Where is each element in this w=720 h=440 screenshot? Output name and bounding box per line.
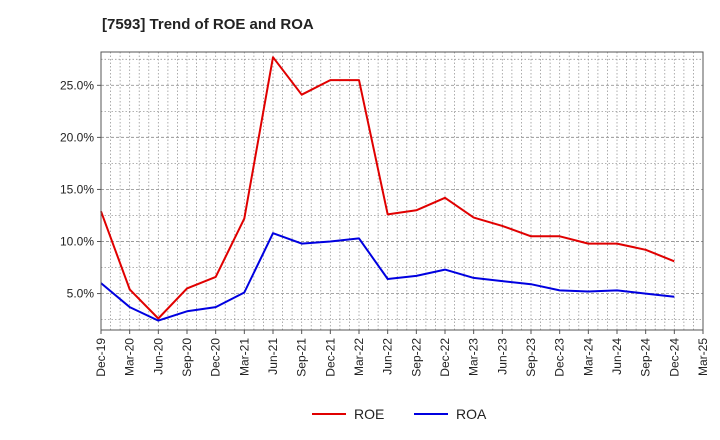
y-tick-label: 25.0% bbox=[60, 78, 94, 92]
legend-label-roa: ROA bbox=[456, 406, 487, 422]
chart-title: [7593] Trend of ROE and ROA bbox=[102, 16, 314, 33]
x-tick-label: Jun-23 bbox=[495, 338, 509, 375]
series-line-roa bbox=[100, 232, 675, 322]
x-tick-label: Mar-21 bbox=[237, 338, 251, 376]
x-tick-label: Dec-21 bbox=[323, 338, 337, 377]
y-axis-ticks: 5.0% 10.0% 15.0% 20.0% 25.0% bbox=[60, 78, 101, 301]
x-tick-label: Mar-23 bbox=[467, 338, 481, 376]
grid-lines bbox=[101, 52, 703, 330]
x-tick-label: Mar-22 bbox=[352, 338, 366, 376]
x-tick-label: Mar-20 bbox=[123, 338, 137, 376]
y-tick-label: 5.0% bbox=[67, 287, 95, 301]
x-tick-label: Mar-25 bbox=[696, 338, 710, 376]
y-tick-label: 15.0% bbox=[60, 182, 94, 196]
x-tick-label: Jun-21 bbox=[266, 338, 280, 375]
x-tick-label: Sep-23 bbox=[524, 338, 538, 377]
x-tick-label: Dec-23 bbox=[553, 338, 567, 377]
x-tick-label: Sep-20 bbox=[180, 338, 194, 377]
legend: ROE ROA bbox=[312, 406, 487, 422]
plot-frame bbox=[100, 51, 704, 331]
series-lines bbox=[100, 56, 675, 322]
x-tick-label: Jun-24 bbox=[610, 338, 624, 375]
x-axis-ticks: Dec-19 Mar-20 Jun-20 Sep-20 Dec-20 Mar-21 Jun-… bbox=[94, 330, 710, 377]
x-tick-label: Dec-24 bbox=[667, 338, 681, 377]
x-tick-label: Sep-24 bbox=[639, 338, 653, 377]
legend-label-roe: ROE bbox=[354, 406, 384, 422]
x-tick-label: Sep-21 bbox=[295, 338, 309, 377]
x-tick-label: Sep-22 bbox=[409, 338, 423, 377]
x-tick-label: Dec-20 bbox=[209, 338, 223, 377]
x-tick-label: Dec-22 bbox=[438, 338, 452, 377]
y-tick-label: 10.0% bbox=[60, 234, 94, 248]
plot-area bbox=[101, 52, 703, 330]
series-line-roe bbox=[100, 56, 675, 320]
y-tick-label: 20.0% bbox=[60, 130, 94, 144]
x-tick-label: Mar-24 bbox=[581, 338, 595, 376]
x-tick-label: Jun-22 bbox=[381, 338, 395, 375]
x-tick-label: Jun-20 bbox=[151, 338, 165, 375]
x-tick-label: Dec-19 bbox=[94, 338, 108, 377]
